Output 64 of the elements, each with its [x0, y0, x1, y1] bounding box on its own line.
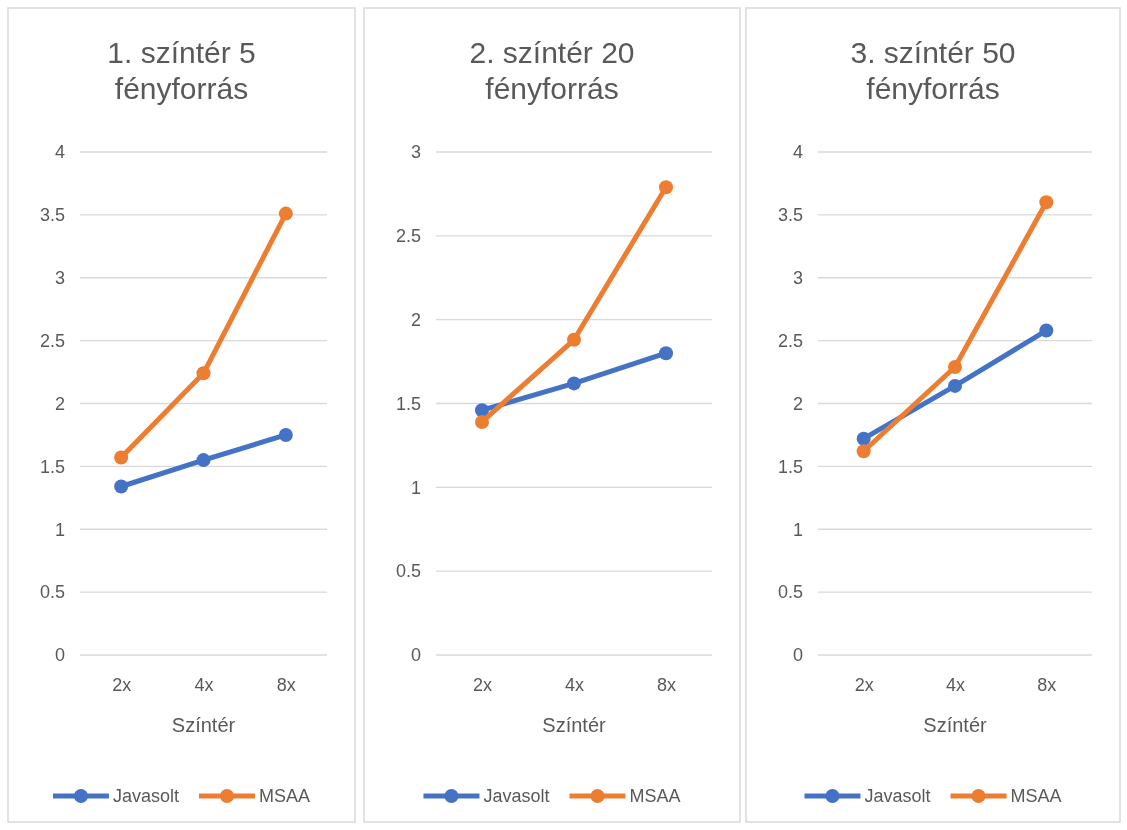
x-tick-label: 8x [1037, 674, 1057, 695]
legend-label: Javasolt [112, 786, 180, 807]
point [659, 346, 673, 361]
y-tick-label: 3.5 [39, 205, 65, 226]
y-tick-label: 2.5 [395, 226, 421, 247]
x-tick-label: 8x [276, 674, 296, 695]
y-tick-label: 3 [792, 268, 803, 289]
y-tick-label: 1.5 [39, 456, 65, 477]
point [278, 206, 293, 221]
x-axis-title: Színtér [171, 714, 236, 736]
legend-label: MSAA [259, 786, 311, 807]
x-axis-title: Színtér [542, 714, 607, 736]
point [114, 479, 129, 494]
point [856, 431, 871, 446]
y-tick-label: 2.5 [39, 330, 65, 351]
y-tick-label: 1.5 [777, 456, 803, 477]
chart-title: 3. színtér 50 fényforrás [850, 36, 1016, 105]
y-tick-label: 1 [410, 477, 421, 498]
point [1039, 323, 1054, 338]
x-tick-label: 2x [854, 674, 874, 695]
point [1039, 195, 1054, 210]
y-tick-label: 0.5 [777, 582, 803, 603]
y-tick-label: 1 [54, 519, 65, 540]
chart-title: 1. színtér 5 fényforrás [107, 36, 256, 105]
point [475, 414, 489, 429]
x-axis-title: Színtér [923, 714, 988, 736]
point [948, 360, 962, 375]
x-tick-label: 2x [472, 674, 493, 695]
point [567, 332, 581, 347]
y-tick-label: 1 [792, 519, 803, 540]
point [196, 366, 211, 381]
y-tick-label: 4 [54, 142, 65, 163]
point [114, 450, 129, 465]
y-tick-label: 3 [54, 268, 65, 289]
legend-label: MSAA [1010, 786, 1062, 807]
x-tick-label: 8x [656, 674, 677, 695]
y-tick-label: 0 [410, 645, 421, 666]
y-tick-label: 4 [792, 142, 803, 163]
y-tick-label: 0.5 [39, 582, 65, 603]
point [659, 180, 673, 195]
y-tick-label: 1.5 [395, 393, 421, 414]
y-tick-label: 2 [54, 393, 65, 414]
point [948, 378, 962, 393]
legend-label: Javasolt [864, 786, 931, 807]
y-tick-label: 3.5 [777, 205, 803, 226]
y-tick-label: 2.5 [777, 330, 803, 351]
chart-title: 2. színtér 20 fényforrás [469, 36, 635, 105]
point [475, 403, 489, 418]
x-tick-label: 2x [112, 674, 132, 695]
y-tick-label: 0.5 [395, 561, 421, 582]
legend-label: Javasolt [483, 786, 550, 807]
point [196, 453, 211, 468]
x-tick-label: 4x [564, 674, 585, 695]
y-tick-label: 2 [792, 393, 803, 414]
point [567, 376, 581, 391]
y-tick-label: 2 [410, 309, 421, 330]
point [856, 444, 871, 459]
point [278, 427, 293, 442]
x-tick-label: 4x [945, 674, 966, 695]
x-tick-label: 4x [194, 674, 214, 695]
y-tick-label: 0 [54, 645, 65, 666]
y-tick-label: 3 [410, 142, 421, 163]
legend-label: MSAA [629, 786, 681, 807]
y-tick-label: 0 [792, 645, 803, 666]
